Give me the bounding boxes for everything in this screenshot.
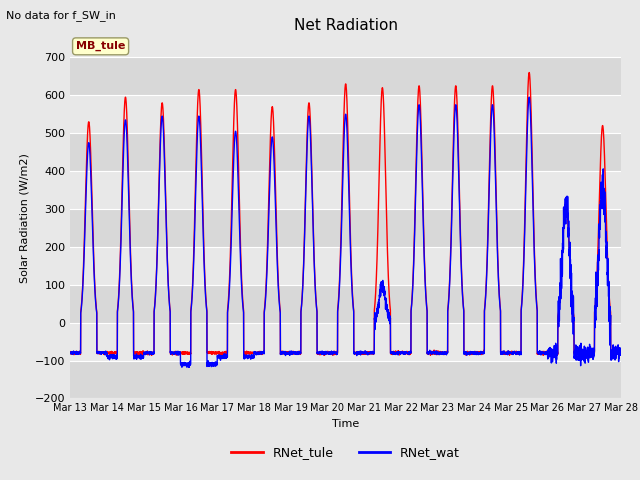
Text: MB_tule: MB_tule	[76, 41, 125, 51]
RNet_tule	[617, 350, 625, 356]
Line: RNet_wat: RNet_wat	[70, 97, 621, 367]
Bar	[70, 95, 621, 133]
Text: No data for f_SW_in: No data for f_SW_in	[6, 10, 116, 21]
Bar	[70, 285, 621, 323]
Bar	[70, 360, 621, 398]
RNet_wat	[186, 364, 193, 370]
RNet_wat	[325, 349, 333, 355]
Bar	[70, 171, 621, 209]
RNet_wat	[616, 352, 624, 358]
Bar	[70, 247, 621, 285]
RNet_tule	[325, 350, 333, 356]
X-axis label: Time: Time	[332, 419, 359, 429]
Bar	[70, 209, 621, 247]
Legend: RNet_tule, RNet_wat: RNet_tule, RNet_wat	[227, 441, 465, 464]
RNet_wat	[438, 349, 446, 355]
Y-axis label: Solar Radiation (W/m2): Solar Radiation (W/m2)	[19, 154, 29, 283]
RNet_wat	[166, 300, 173, 305]
RNet_tule	[469, 350, 477, 356]
RNet_wat	[67, 350, 74, 356]
RNet_wat	[500, 350, 508, 356]
RNet_tule	[500, 351, 508, 357]
RNet_wat	[525, 94, 533, 100]
Line: RNet_tule: RNet_tule	[70, 72, 621, 355]
RNet_tule	[525, 70, 533, 75]
RNet_wat	[617, 350, 625, 356]
Title: Net Radiation: Net Radiation	[294, 18, 397, 33]
RNet_tule	[67, 349, 74, 355]
RNet_tule	[166, 299, 173, 304]
Bar	[70, 323, 621, 360]
RNet_tule	[616, 351, 624, 357]
RNet_wat	[469, 349, 477, 355]
RNet_tule	[438, 350, 446, 356]
Bar	[70, 133, 621, 171]
Bar	[70, 57, 621, 95]
RNet_tule	[321, 352, 328, 358]
